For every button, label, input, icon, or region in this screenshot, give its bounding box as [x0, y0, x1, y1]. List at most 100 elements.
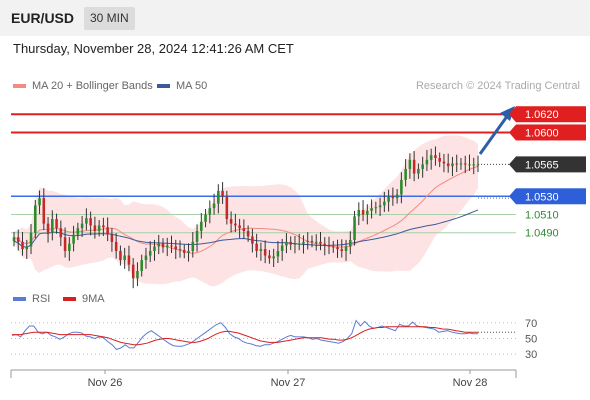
- candle-body: [25, 246, 29, 250]
- candle-body: [234, 223, 237, 226]
- pair-title: EUR/USD: [11, 10, 75, 26]
- candle-body: [157, 243, 161, 247]
- candle-body: [280, 245, 284, 251]
- candle-body: [472, 164, 476, 166]
- candle-body: [353, 216, 356, 241]
- candle-body: [327, 245, 331, 247]
- candle-body: [85, 218, 88, 224]
- timeframe-button[interactable]: 30 MIN: [84, 7, 135, 30]
- candle-body: [366, 210, 369, 215]
- candle-body: [357, 209, 361, 217]
- legend-rsi: RSI: [13, 293, 50, 305]
- resistance-tag-pointer: [509, 124, 516, 141]
- candle-body: [165, 245, 169, 248]
- candle-body: [268, 255, 271, 259]
- candle-body: [229, 219, 233, 224]
- candle-body: [310, 240, 314, 242]
- candle-body: [221, 190, 224, 197]
- candle-body: [170, 245, 173, 247]
- candle-body: [29, 232, 33, 247]
- candle-body: [425, 159, 429, 165]
- arrow-shaft: [478, 114, 510, 155]
- datetime-label: Thursday, November 28, 2024 12:41:26 AM …: [13, 41, 294, 56]
- bollinger-band-layer: [14, 135, 478, 287]
- candle-body: [255, 243, 258, 251]
- candle-body: [272, 256, 275, 259]
- bollinger-band: [14, 135, 478, 287]
- candle-body: [331, 246, 335, 248]
- candle-body: [200, 221, 203, 231]
- current-price-tag: [516, 156, 586, 173]
- candle-body: [21, 241, 24, 250]
- candle-body: [446, 163, 450, 167]
- candle-body: [412, 159, 416, 174]
- pivot-tag: [516, 188, 586, 205]
- candle-body: [217, 190, 220, 204]
- candle-body: [442, 161, 446, 164]
- candle-body: [383, 201, 386, 206]
- rsi-tick-label: 50: [525, 334, 537, 346]
- candle-body: [144, 255, 148, 261]
- candle-body: [97, 225, 101, 231]
- candle-body: [136, 271, 139, 279]
- candle-body: [476, 164, 480, 166]
- header-bar: EUR/USD 30 MIN: [0, 0, 590, 36]
- candle-body: [76, 228, 80, 235]
- x-tick-label: Nov 27: [271, 377, 306, 389]
- support-label: 1.0490: [525, 228, 559, 240]
- candle-body: [119, 250, 122, 261]
- rsi-9ma-line: [12, 326, 478, 346]
- candle-body: [80, 223, 84, 229]
- rsi-swatch: [13, 297, 26, 301]
- candle-body: [259, 249, 263, 251]
- candle-body: [89, 218, 92, 226]
- candle-body: [429, 155, 433, 160]
- candle-body: [55, 219, 58, 229]
- candle-body: [361, 209, 365, 215]
- x-axis: Nov 26 Nov 27 Nov 28: [10, 369, 517, 389]
- candle-body: [340, 249, 344, 251]
- candle-body: [46, 223, 50, 233]
- resistance-label: 1.0620: [525, 109, 559, 121]
- candles-layer: [12, 146, 480, 289]
- rsi-line: [11, 319, 478, 351]
- resistance-label: 1.0600: [525, 127, 559, 139]
- ma50-swatch: [157, 84, 170, 88]
- candle-body: [212, 203, 216, 209]
- ma9-swatch: [63, 297, 76, 301]
- pivot-tag-pointer: [509, 188, 516, 205]
- rsi-tick-label: 30: [525, 349, 537, 361]
- legend-ma50: MA 50: [157, 80, 207, 92]
- current-price-label: 1.0565: [525, 159, 559, 171]
- candle-body: [63, 237, 67, 251]
- candle-body: [140, 260, 143, 272]
- candle-body: [314, 241, 318, 243]
- forecast-arrow: [478, 106, 515, 155]
- candle-body: [395, 194, 399, 199]
- candle-body: [148, 250, 152, 256]
- candle-body: [174, 246, 178, 250]
- candle-body: [468, 164, 471, 166]
- candle-body: [204, 214, 207, 222]
- ma50-line: [13, 209, 479, 248]
- legend-9ma: 9MA: [63, 293, 105, 305]
- candle-body: [238, 225, 241, 229]
- x-tick-label: Nov 28: [453, 377, 488, 389]
- candle-body: [38, 198, 41, 206]
- candle-body: [289, 241, 292, 245]
- candle-body: [319, 241, 322, 244]
- pivot-label: 1.0530: [525, 191, 559, 203]
- candle-body: [191, 241, 195, 251]
- rsi-panel: 70 50 30: [11, 318, 537, 361]
- candle-body: [293, 243, 297, 245]
- candle-body: [451, 163, 454, 167]
- candle-body: [161, 243, 165, 248]
- candle-body: [102, 225, 105, 228]
- support-label: 1.0510: [525, 210, 559, 222]
- current-price-tag-pointer: [509, 156, 516, 173]
- candle-body: [68, 243, 71, 251]
- candle-body: [336, 247, 339, 250]
- candle-body: [225, 196, 229, 220]
- resistance-tag: [516, 106, 586, 123]
